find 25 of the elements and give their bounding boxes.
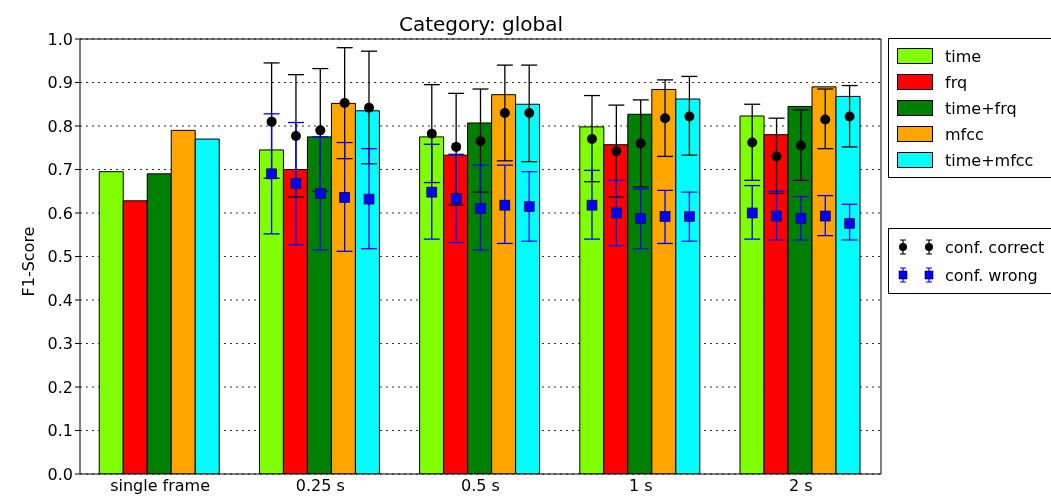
- legend-label: mfcc: [945, 124, 984, 144]
- legend-label: frq: [945, 72, 968, 92]
- y-tick-label: 0.7: [47, 160, 73, 180]
- x-tick-label: 2 s: [789, 476, 813, 496]
- y-tick-label: 0.8: [47, 116, 73, 136]
- x-tick-label: 1 s: [628, 476, 653, 496]
- legend-label: time+frq: [945, 98, 1017, 118]
- y-tick-label: 0.6: [47, 203, 73, 223]
- y-tick-label: 0.4: [47, 290, 73, 310]
- x-tick-label: single frame: [110, 476, 211, 496]
- chart-title: Category: global: [398, 12, 564, 36]
- legend-label: time: [945, 46, 982, 66]
- y-tick-label: 0.5: [47, 247, 73, 267]
- y-tick-label: 0.0: [47, 464, 73, 484]
- x-tick-label: 0.25 s: [295, 476, 345, 496]
- y-tick-label: 0.3: [47, 334, 73, 354]
- x-tick-label: 0.5 s: [461, 476, 500, 496]
- y-tick-label: 0.1: [47, 421, 73, 441]
- legend-label: conf. correct: [945, 237, 1045, 257]
- legend-label: conf. wrong: [945, 265, 1038, 285]
- legend-label: time+mfcc: [945, 150, 1034, 170]
- y-axis-title: F1-Score: [18, 226, 38, 297]
- y-tick-label: 0.9: [47, 73, 73, 93]
- y-tick-label: 1.0: [47, 29, 73, 49]
- y-tick-label: 0.2: [47, 377, 73, 397]
